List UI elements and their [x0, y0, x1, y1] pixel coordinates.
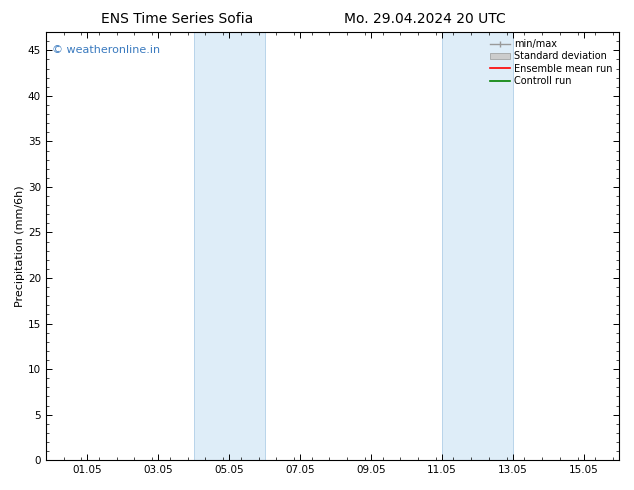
Text: © weatheronline.in: © weatheronline.in — [51, 45, 160, 55]
Bar — [442, 32, 513, 460]
Bar — [193, 32, 264, 460]
Y-axis label: Precipitation (mm/6h): Precipitation (mm/6h) — [15, 185, 25, 307]
Text: Mo. 29.04.2024 20 UTC: Mo. 29.04.2024 20 UTC — [344, 12, 506, 26]
Legend: min/max, Standard deviation, Ensemble mean run, Controll run: min/max, Standard deviation, Ensemble me… — [488, 37, 614, 88]
Text: ENS Time Series Sofia: ENS Time Series Sofia — [101, 12, 254, 26]
